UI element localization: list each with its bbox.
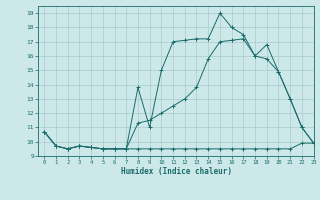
X-axis label: Humidex (Indice chaleur): Humidex (Indice chaleur) <box>121 167 231 176</box>
